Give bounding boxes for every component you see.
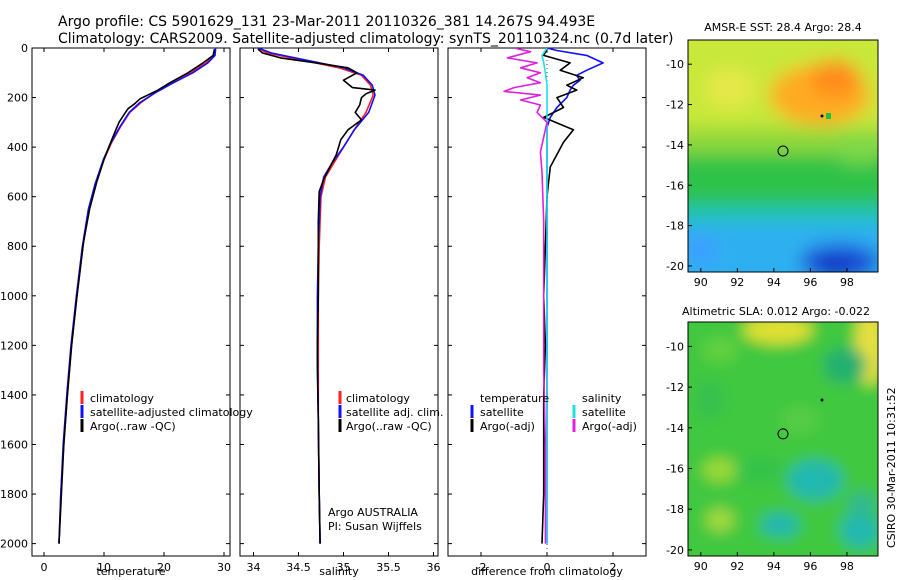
sst-map-frame xyxy=(687,39,879,273)
series-line xyxy=(58,49,216,544)
sla-map-title: Altimetric SLA: 0.012 Argo: -0.022 xyxy=(682,305,870,318)
salinity-axis-ticks: 34 34.5 35 35.5 36 xyxy=(240,47,441,574)
map-y-tick-label: -14 xyxy=(666,422,684,435)
map-y-tick-label: -18 xyxy=(666,220,684,233)
map-x-tick-label: 92 xyxy=(730,560,744,573)
salinity-panel xyxy=(239,47,439,557)
legend-title-salinity: salinity xyxy=(582,392,622,405)
salinity-lines xyxy=(257,48,376,544)
x-tick-label: 36 xyxy=(427,561,441,574)
salinity-xlabel: salinity xyxy=(319,565,359,578)
temperature-axis-ticks: 0 10 20 30 0 200 400 600 800 1000 1200 1400 1600 1800… xyxy=(0,42,231,574)
y-tick-label: 400 xyxy=(7,141,28,154)
difference-legend: temperature salinity satellite Argo(-adj… xyxy=(470,392,637,433)
legend-label-temp-satellite: satellite xyxy=(480,406,524,419)
legend-label-climatology: climatology xyxy=(346,392,410,405)
map-y-tick-label: -16 xyxy=(666,463,684,476)
legend-title-temperature: temperature xyxy=(480,392,549,405)
legend-label-argo: Argo(..raw -QC) xyxy=(346,420,432,433)
series-line xyxy=(257,48,376,544)
map-y-tick-label: -12 xyxy=(666,99,684,112)
legend-label-temp-argo: Argo(-adj) xyxy=(480,420,535,433)
map-x-tick-label: 96 xyxy=(803,560,817,573)
map-x-tick-label: 94 xyxy=(767,560,781,573)
map-x-tick-label: 98 xyxy=(840,560,854,573)
y-tick-label: 600 xyxy=(7,191,28,204)
title-line-1: Argo profile: CS 5901629_131 23-Mar-2011… xyxy=(58,14,595,30)
sla-map-ticks: 90 92 94 96 98 -10 -12 -14 -16 -18 -20 xyxy=(666,340,854,573)
x-tick-label: 34 xyxy=(247,561,261,574)
x-tick-label: 35.5 xyxy=(376,561,401,574)
y-tick-label: 200 xyxy=(7,92,28,105)
y-tick-label: 1000 xyxy=(0,290,28,303)
legend-label-sal-argo: Argo(-adj) xyxy=(582,420,637,433)
x-tick-label: 10 xyxy=(97,561,111,574)
x-tick-label: 0 xyxy=(41,561,48,574)
title-line-2: Climatology: CARS2009. Satellite-adjuste… xyxy=(58,31,673,47)
x-tick-label: 0 xyxy=(544,561,551,574)
map-x-tick-label: 98 xyxy=(840,276,854,289)
map-x-tick-label: 92 xyxy=(730,276,744,289)
y-tick-label: 1400 xyxy=(0,389,28,402)
map-y-tick-label: -10 xyxy=(666,340,684,353)
legend-label-climatology: climatology xyxy=(90,392,154,405)
series-line xyxy=(503,48,548,544)
map-y-tick-label: -20 xyxy=(666,544,684,557)
x-tick-label: 35 xyxy=(337,561,351,574)
map-y-tick-label: -18 xyxy=(666,503,684,516)
legend-label-sal-satellite: satellite xyxy=(582,406,626,419)
series-line xyxy=(541,48,585,544)
map-y-tick-label: -12 xyxy=(666,381,684,394)
x-tick-label: 34.5 xyxy=(286,561,311,574)
x-tick-label: 30 xyxy=(217,561,231,574)
pi-label: PI: Susan Wijffels xyxy=(328,520,422,533)
y-tick-label: 2000 xyxy=(0,538,28,551)
series-line xyxy=(541,48,548,544)
sst-map-ticks: 90 92 94 96 98 -10 -12 -14 -16 -18 -20 xyxy=(666,58,854,289)
sst-profile-marker xyxy=(777,145,789,157)
temperature-legend: climatology satellite-adjusted climatolo… xyxy=(80,391,253,433)
y-tick-label: 1800 xyxy=(0,488,28,501)
legend-label-argo: Argo(..raw -QC) xyxy=(90,420,176,433)
temperature-panel xyxy=(31,47,231,557)
argo-australia-label: Argo AUSTRALIA xyxy=(328,506,418,519)
x-tick-label: 2 xyxy=(610,561,617,574)
y-tick-label: 800 xyxy=(7,240,28,253)
temperature-lines xyxy=(58,48,217,544)
csiro-timestamp: CSIRO 30-Mar-2011 10:31:52 xyxy=(885,387,898,548)
map-x-tick-label: 90 xyxy=(694,560,708,573)
map-y-tick-label: -10 xyxy=(666,58,684,71)
temperature-xlabel: temperature xyxy=(96,565,165,578)
x-tick-label: -2 xyxy=(476,561,487,574)
map-y-tick-label: -16 xyxy=(666,179,684,192)
x-tick-label: 20 xyxy=(157,561,171,574)
map-y-tick-label: -14 xyxy=(666,139,684,152)
sst-map-title: AMSR-E SST: 28.4 Argo: 28.4 xyxy=(704,21,862,34)
map-y-tick-label: -20 xyxy=(666,260,684,273)
map-x-tick-label: 96 xyxy=(803,276,817,289)
difference-xlabel: difference from climatology xyxy=(471,565,623,578)
map-x-tick-label: 94 xyxy=(767,276,781,289)
y-tick-label: 0 xyxy=(21,42,28,55)
y-tick-label: 1600 xyxy=(0,438,28,451)
map-x-tick-label: 90 xyxy=(694,276,708,289)
sla-map-frame xyxy=(687,321,879,557)
sla-profile-marker xyxy=(777,428,789,440)
legend-label-satellite-adj: satellite adj. clim. xyxy=(346,406,443,419)
legend-label-satellite-adjusted: satellite-adjusted climatology xyxy=(90,406,253,419)
y-tick-label: 1200 xyxy=(0,339,28,352)
difference-axis-ticks: -2 0 2 xyxy=(448,47,646,574)
difference-lines xyxy=(503,48,604,556)
salinity-legend: climatology satellite adj. clim. Argo(..… xyxy=(328,391,443,533)
